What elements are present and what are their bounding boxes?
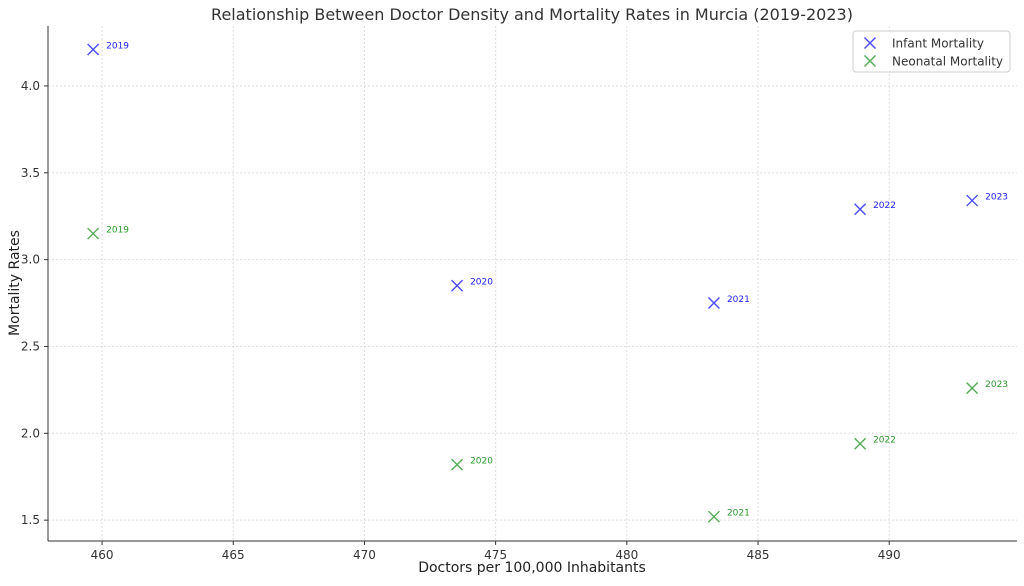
infant-mortality-point xyxy=(87,43,100,56)
marker-stroke xyxy=(707,297,720,310)
legend-box xyxy=(852,30,1011,73)
data-points: 2019 2020 2021 2022 2023 2019 2020 2021 2022 2023 xyxy=(87,41,1008,523)
x-tick-label: 490 xyxy=(878,548,901,562)
x-tick-label: 470 xyxy=(353,548,376,562)
marker-stroke xyxy=(87,227,100,240)
neonatal-mortality-point-label: 2023 xyxy=(985,380,1008,390)
marker-stroke xyxy=(966,382,979,395)
neonatal-mortality-legend-label: Neonatal Mortality xyxy=(892,55,1003,69)
neonatal-mortality-point-label: 2022 xyxy=(873,436,896,446)
marker-stroke xyxy=(864,55,876,67)
y-tick-label: 1.5 xyxy=(21,513,40,527)
marker-stroke xyxy=(854,203,867,216)
x-tick-label: 485 xyxy=(747,548,770,562)
infant-mortality-point xyxy=(451,279,464,292)
legend: Infant Mortality Neonatal Mortality xyxy=(852,30,1011,73)
marker-stroke xyxy=(966,194,979,207)
neonatal-mortality-point xyxy=(966,382,979,395)
neonatal-mortality-point xyxy=(854,437,867,450)
x-axis-label: Doctors per 100,000 Inhabitants xyxy=(418,560,646,576)
neonatal-mortality-point xyxy=(87,227,100,240)
infant-mortality-point-label: 2021 xyxy=(727,295,750,305)
x-tick-label: 475 xyxy=(484,548,507,562)
neonatal-mortality-legend-marker xyxy=(864,55,876,67)
y-axis-label: Mortality Rates xyxy=(7,230,23,336)
infant-mortality-point xyxy=(854,203,867,216)
marker-stroke xyxy=(854,437,867,450)
y-tick-label: 3.0 xyxy=(21,253,40,267)
marker-stroke xyxy=(451,458,464,471)
axes: 460 465 470 475 480 485 490 1.5 2.0 2.5 3.0 3.5 4.0 xyxy=(21,26,1017,562)
chart-title: Relationship Between Doctor Density and … xyxy=(211,5,853,24)
neonatal-mortality-point-label: 2020 xyxy=(470,457,493,467)
infant-mortality-point-label: 2022 xyxy=(873,201,896,211)
marker-stroke xyxy=(451,279,464,292)
neonatal-mortality-point xyxy=(451,458,464,471)
marker-stroke xyxy=(864,37,876,49)
x-tick-label: 460 xyxy=(91,548,114,562)
infant-mortality-point xyxy=(966,194,979,207)
infant-mortality-legend-marker xyxy=(864,37,876,49)
y-tick-label: 2.0 xyxy=(21,426,40,440)
y-tick-label: 3.5 xyxy=(21,166,40,180)
infant-mortality-legend-label: Infant Mortality xyxy=(892,37,984,51)
neonatal-mortality-point-label: 2019 xyxy=(106,226,129,236)
infant-mortality-point-label: 2020 xyxy=(470,278,493,288)
marker-stroke xyxy=(707,510,720,523)
infant-mortality-point-label: 2023 xyxy=(985,193,1008,203)
y-tick-label: 4.0 xyxy=(21,79,40,93)
marker-stroke xyxy=(87,43,100,56)
infant-mortality-point-label: 2019 xyxy=(106,41,129,51)
x-tick-label: 465 xyxy=(222,548,245,562)
infant-mortality-point xyxy=(707,297,720,310)
y-tick-label: 2.5 xyxy=(21,339,40,353)
grid xyxy=(48,26,1017,541)
x-tick-label: 480 xyxy=(615,548,638,562)
neonatal-mortality-point xyxy=(707,510,720,523)
neonatal-mortality-point-label: 2021 xyxy=(727,509,750,519)
